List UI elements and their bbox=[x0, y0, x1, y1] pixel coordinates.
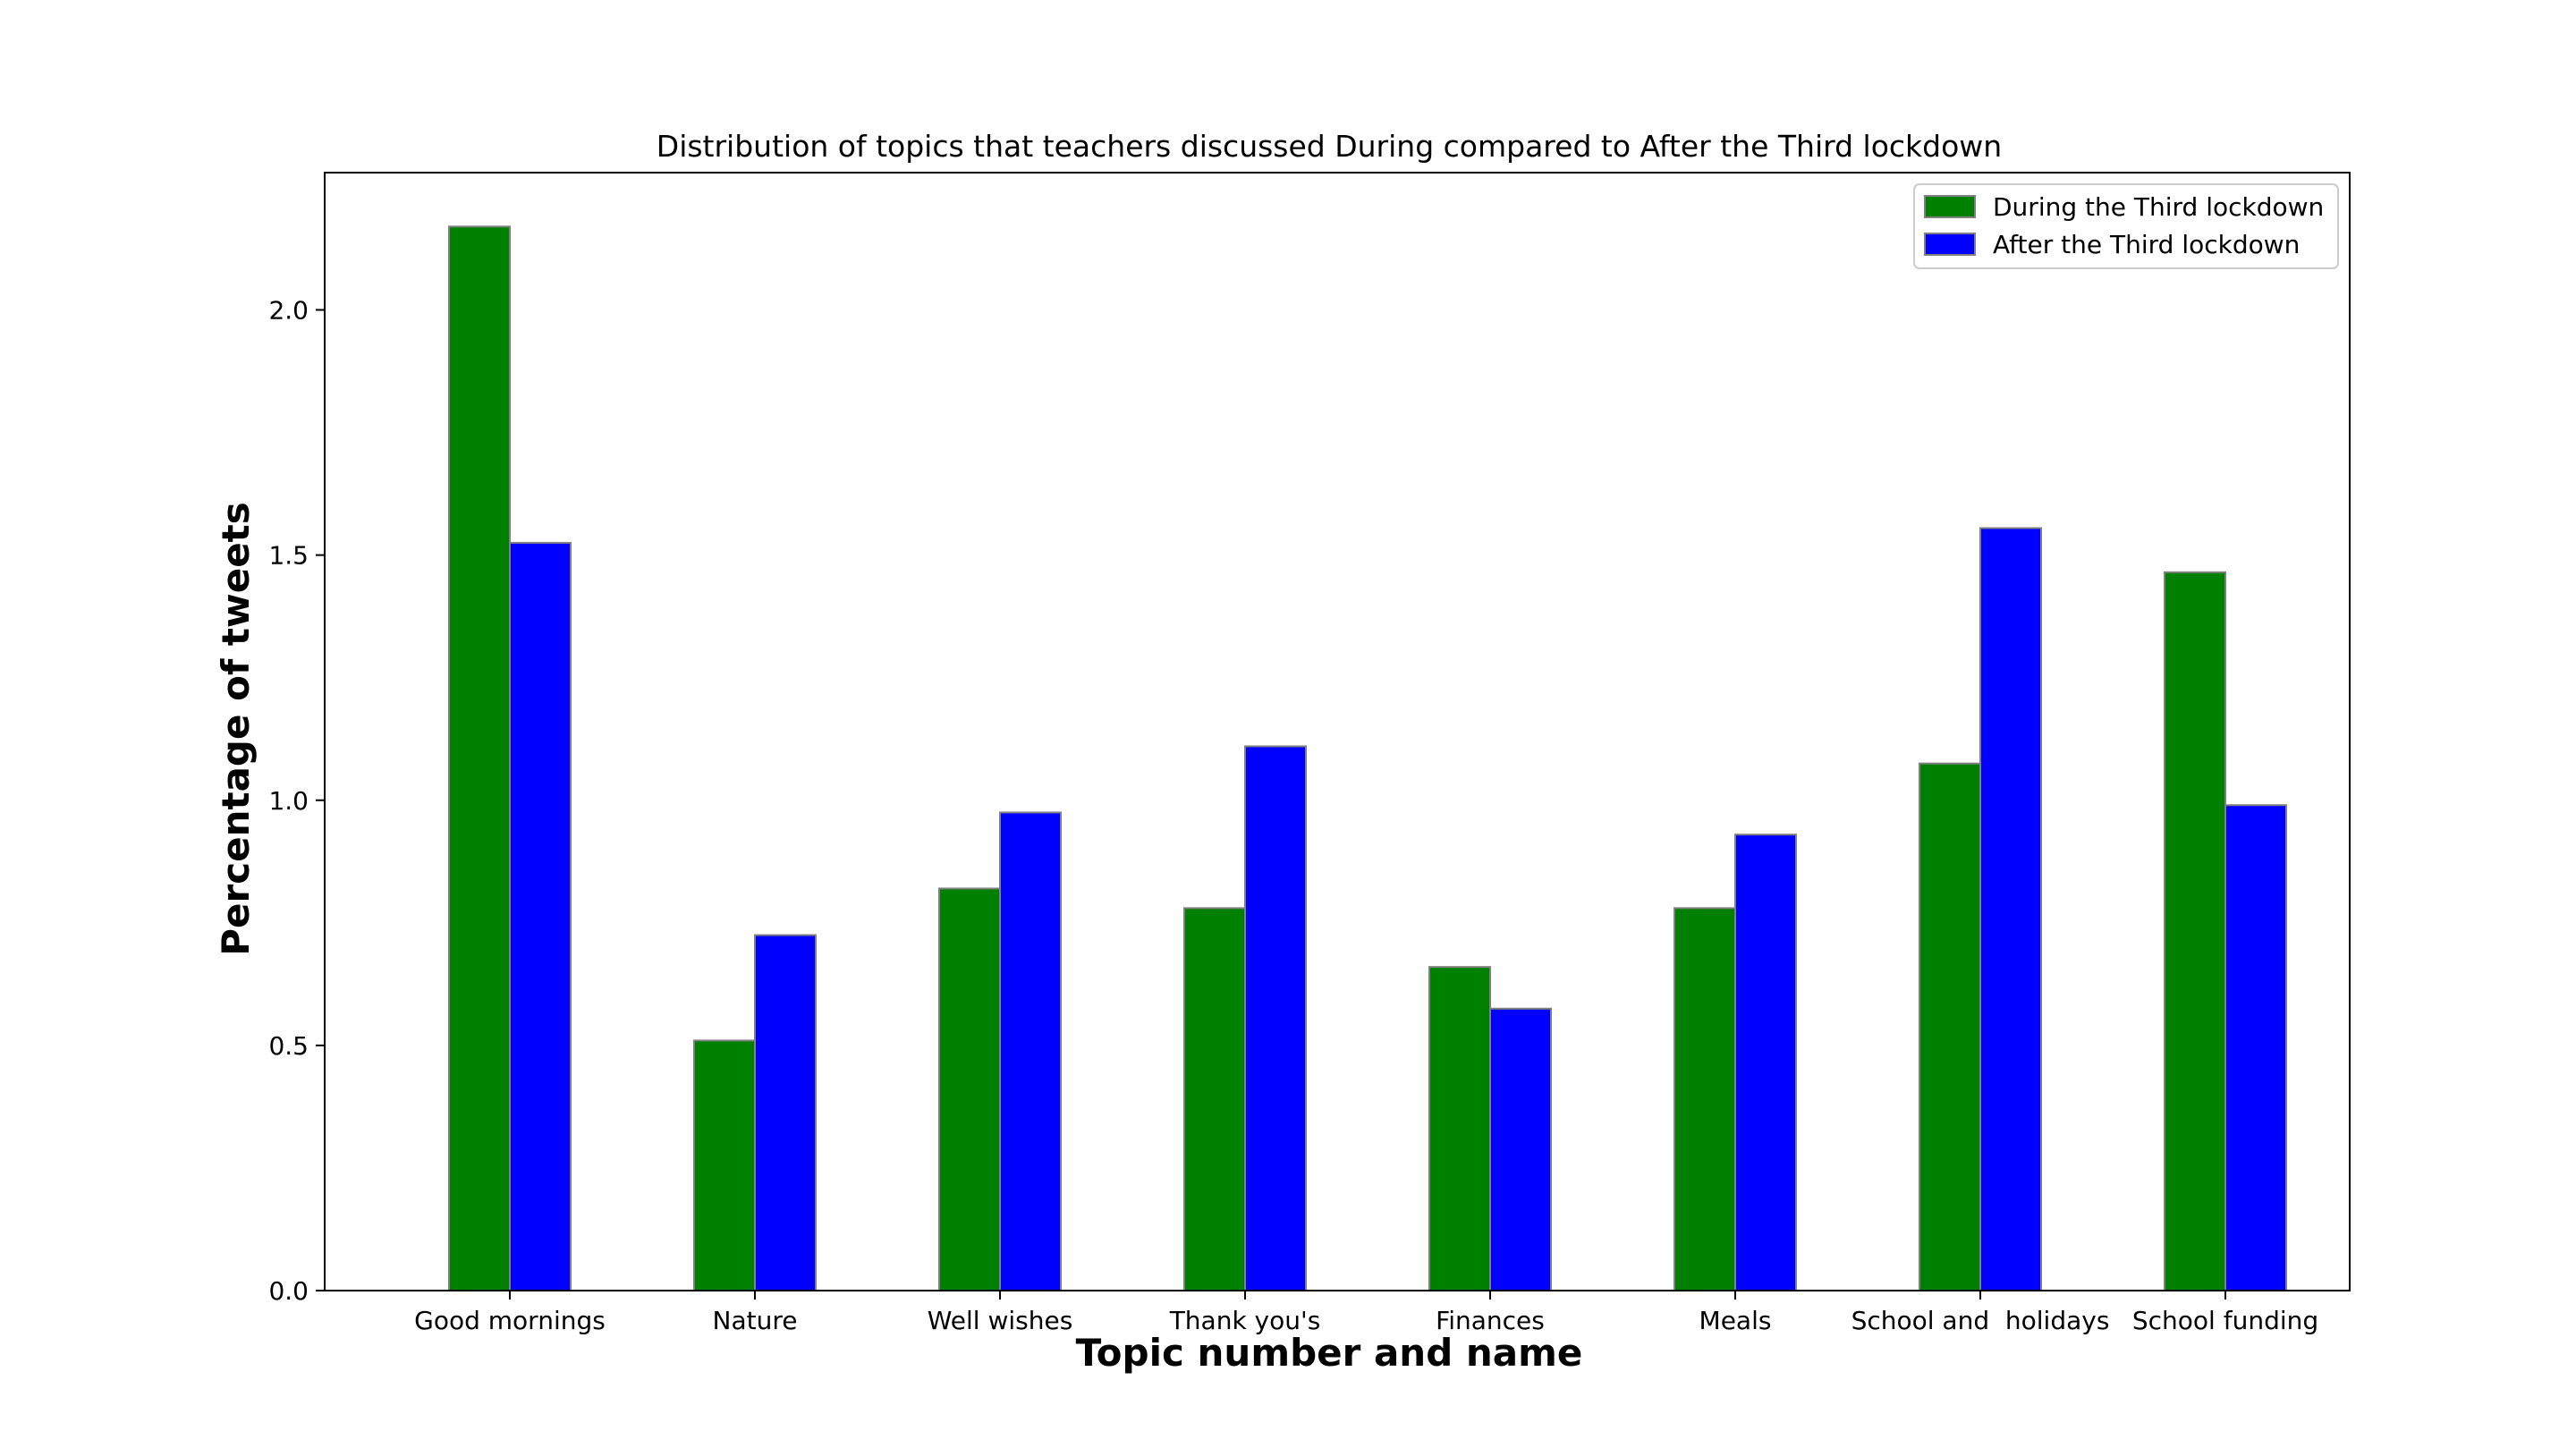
legend-box bbox=[1913, 183, 2339, 269]
y-axis: 0.0 0.5 1.0 1.5 2.0 bbox=[268, 296, 325, 1306]
bar-after-4 bbox=[1489, 1007, 1552, 1292]
bar-after-1 bbox=[754, 934, 817, 1292]
x-tick-label: Good mornings bbox=[414, 1306, 606, 1335]
bar-during-5 bbox=[1674, 907, 1736, 1291]
y-tick-label: 0.0 bbox=[268, 1276, 309, 1306]
x-tick-label: Well wishes bbox=[928, 1306, 1073, 1335]
x-tick-label: Meals bbox=[1699, 1306, 1772, 1335]
bars-group bbox=[448, 225, 2287, 1292]
y-tick-label: 0.5 bbox=[268, 1031, 309, 1061]
bar-during-3 bbox=[1183, 907, 1246, 1291]
y-tick-label: 2.0 bbox=[268, 296, 309, 326]
bar-during-6 bbox=[1919, 762, 1981, 1291]
x-tick-label: Finances bbox=[1436, 1306, 1545, 1335]
legend: During the Third lockdown After the Third… bbox=[1913, 183, 2339, 269]
x-axis-label: Topic number and name bbox=[1076, 1331, 1583, 1375]
legend-label-after: After the Third lockdown bbox=[1993, 230, 2300, 259]
y-axis-label: Percentage of tweets bbox=[214, 502, 258, 956]
x-axis: Good mornings Nature Well wishes Thank you'… bbox=[414, 1291, 2318, 1335]
bar-during-4 bbox=[1428, 966, 1491, 1291]
x-tick-label: School funding bbox=[2132, 1306, 2318, 1335]
chart-title: Distribution of topics that teachers dis… bbox=[657, 129, 2002, 164]
legend-swatch-after bbox=[1924, 233, 1976, 256]
x-tick-label: School and holidays bbox=[1852, 1306, 2110, 1335]
bar-after-6 bbox=[1979, 527, 2042, 1291]
y-tick-label: 1.0 bbox=[268, 786, 309, 816]
bar-after-3 bbox=[1244, 745, 1307, 1291]
x-tick-label: Nature bbox=[713, 1306, 798, 1335]
bar-during-2 bbox=[938, 887, 1001, 1291]
bar-during-1 bbox=[693, 1039, 756, 1292]
legend-label-during: During the Third lockdown bbox=[1993, 192, 2324, 222]
plot-frame bbox=[324, 172, 2351, 1291]
bar-after-5 bbox=[1734, 834, 1797, 1291]
x-tick-label: Thank you's bbox=[1169, 1306, 1321, 1335]
bar-after-2 bbox=[999, 811, 1062, 1291]
bar-during-7 bbox=[2164, 571, 2226, 1291]
bar-after-7 bbox=[2224, 804, 2287, 1291]
bar-after-0 bbox=[509, 541, 572, 1291]
bar-during-0 bbox=[448, 225, 511, 1292]
legend-swatch-during bbox=[1924, 195, 1976, 218]
y-tick-label: 1.5 bbox=[268, 541, 309, 571]
